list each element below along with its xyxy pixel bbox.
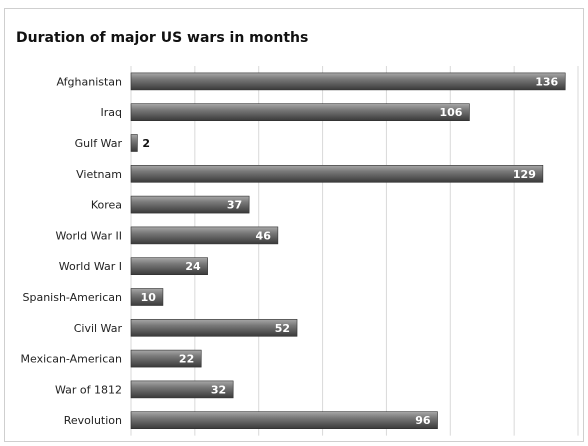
bar [130, 226, 279, 245]
value-label: 129 [513, 168, 536, 181]
category-label: World War II [56, 229, 122, 242]
category-label: Korea [91, 199, 122, 212]
category-label: War of 1812 [55, 383, 122, 396]
value-label: 37 [227, 199, 242, 212]
bar [130, 195, 250, 214]
category-label: Spanish-American [22, 291, 122, 304]
bar [130, 134, 138, 152]
category-label: World War I [59, 260, 122, 273]
value-labels: 136 106 2 129 37 46 24 10 52 22 32 96 [141, 75, 559, 427]
bar [130, 165, 544, 183]
value-label: 2 [142, 137, 150, 150]
gridlines [130, 66, 579, 436]
value-label: 96 [415, 414, 431, 427]
bar [130, 72, 566, 91]
value-label: 22 [179, 353, 194, 366]
bar [130, 411, 438, 430]
bar [130, 103, 470, 121]
bars [130, 72, 566, 430]
value-label: 136 [535, 75, 558, 88]
bar [130, 318, 298, 337]
category-label: Gulf War [75, 137, 123, 150]
value-label: 52 [275, 322, 290, 335]
value-label: 46 [256, 229, 272, 242]
bar [130, 349, 202, 368]
category-labels: Afghanistan Iraq Gulf War Vietnam Korea World… [21, 75, 123, 427]
category-label: Afghanistan [57, 75, 123, 88]
bar [130, 257, 208, 276]
value-label: 24 [185, 260, 201, 273]
chart-title: Duration of major US wars in months [16, 30, 309, 46]
value-label: 10 [141, 291, 157, 304]
value-label: 32 [211, 383, 226, 396]
category-label: Vietnam [76, 168, 122, 181]
category-label: Civil War [74, 322, 123, 335]
category-label: Revolution [64, 414, 122, 427]
value-label: 106 [439, 106, 462, 119]
category-label: Iraq [101, 106, 123, 119]
bar [130, 380, 234, 399]
bar [130, 288, 164, 306]
category-label: Mexican-American [21, 353, 122, 366]
